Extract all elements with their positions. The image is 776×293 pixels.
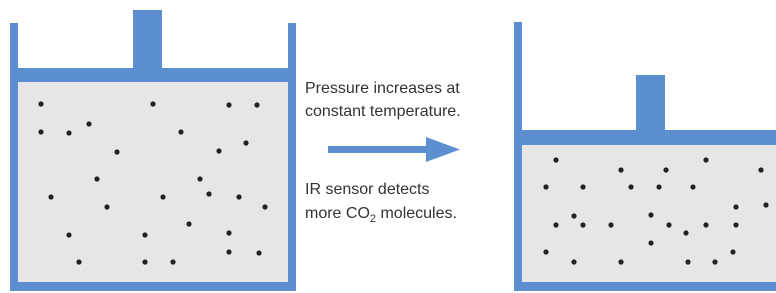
molecule <box>580 222 585 227</box>
molecule <box>178 129 183 134</box>
molecule <box>571 213 576 218</box>
molecule <box>86 121 91 126</box>
molecule <box>38 101 43 106</box>
piston-rod <box>636 75 665 130</box>
piston-rod <box>133 10 162 68</box>
arrow <box>328 137 460 162</box>
wall <box>288 23 296 291</box>
molecule <box>608 222 613 227</box>
molecule <box>648 212 653 217</box>
diagram: Pressure increases at constant temperatu… <box>0 0 776 293</box>
molecule <box>553 157 558 162</box>
molecule <box>656 184 661 189</box>
molecule <box>628 184 633 189</box>
caption-line: IR sensor detects <box>305 181 430 198</box>
molecule <box>648 240 653 245</box>
molecule <box>226 230 231 235</box>
wall <box>514 22 522 291</box>
arrow-head <box>426 137 460 162</box>
molecule <box>571 259 576 264</box>
molecule <box>186 221 191 226</box>
molecule <box>262 204 267 209</box>
molecule <box>666 222 671 227</box>
piston <box>522 130 776 145</box>
molecule <box>160 194 165 199</box>
molecule <box>243 140 248 145</box>
molecule <box>66 232 71 237</box>
molecule <box>580 184 585 189</box>
piston <box>18 68 288 82</box>
molecule <box>142 232 147 237</box>
molecule <box>197 176 202 181</box>
left-container <box>10 10 296 291</box>
molecule <box>685 259 690 264</box>
molecule <box>763 202 768 207</box>
molecule <box>712 259 717 264</box>
molecule <box>663 167 668 172</box>
molecule <box>703 157 708 162</box>
molecule <box>216 148 221 153</box>
molecule <box>38 129 43 134</box>
caption-line: constant temperature. <box>305 103 461 120</box>
molecule <box>170 259 175 264</box>
molecule <box>543 184 548 189</box>
gas-chamber <box>18 82 288 282</box>
molecule <box>254 102 259 107</box>
wall <box>10 282 296 291</box>
molecule <box>618 167 623 172</box>
page: Pressure increases at constant temperatu… <box>0 0 776 293</box>
molecule <box>142 259 147 264</box>
molecule <box>236 194 241 199</box>
caption-line: more CO2 molecules. <box>305 205 457 225</box>
molecule <box>690 184 695 189</box>
caption-text: molecules. <box>376 205 457 222</box>
molecule <box>66 130 71 135</box>
molecule <box>758 167 763 172</box>
molecule <box>76 259 81 264</box>
right-container <box>514 22 776 291</box>
molecule <box>114 149 119 154</box>
wall <box>514 282 776 291</box>
molecule <box>94 176 99 181</box>
arrow-shaft <box>328 146 430 153</box>
molecule <box>206 191 211 196</box>
molecule <box>618 259 623 264</box>
molecule <box>226 249 231 254</box>
molecule <box>733 222 738 227</box>
molecule <box>730 249 735 254</box>
molecule <box>683 230 688 235</box>
molecule <box>553 222 558 227</box>
molecule <box>543 249 548 254</box>
wall <box>10 23 18 291</box>
molecule <box>733 204 738 209</box>
molecule <box>256 250 261 255</box>
molecule <box>703 222 708 227</box>
molecule <box>104 204 109 209</box>
caption-text: more CO <box>305 205 370 222</box>
molecule <box>150 101 155 106</box>
molecule <box>226 102 231 107</box>
molecule <box>48 194 53 199</box>
caption-line: Pressure increases at <box>305 80 460 97</box>
